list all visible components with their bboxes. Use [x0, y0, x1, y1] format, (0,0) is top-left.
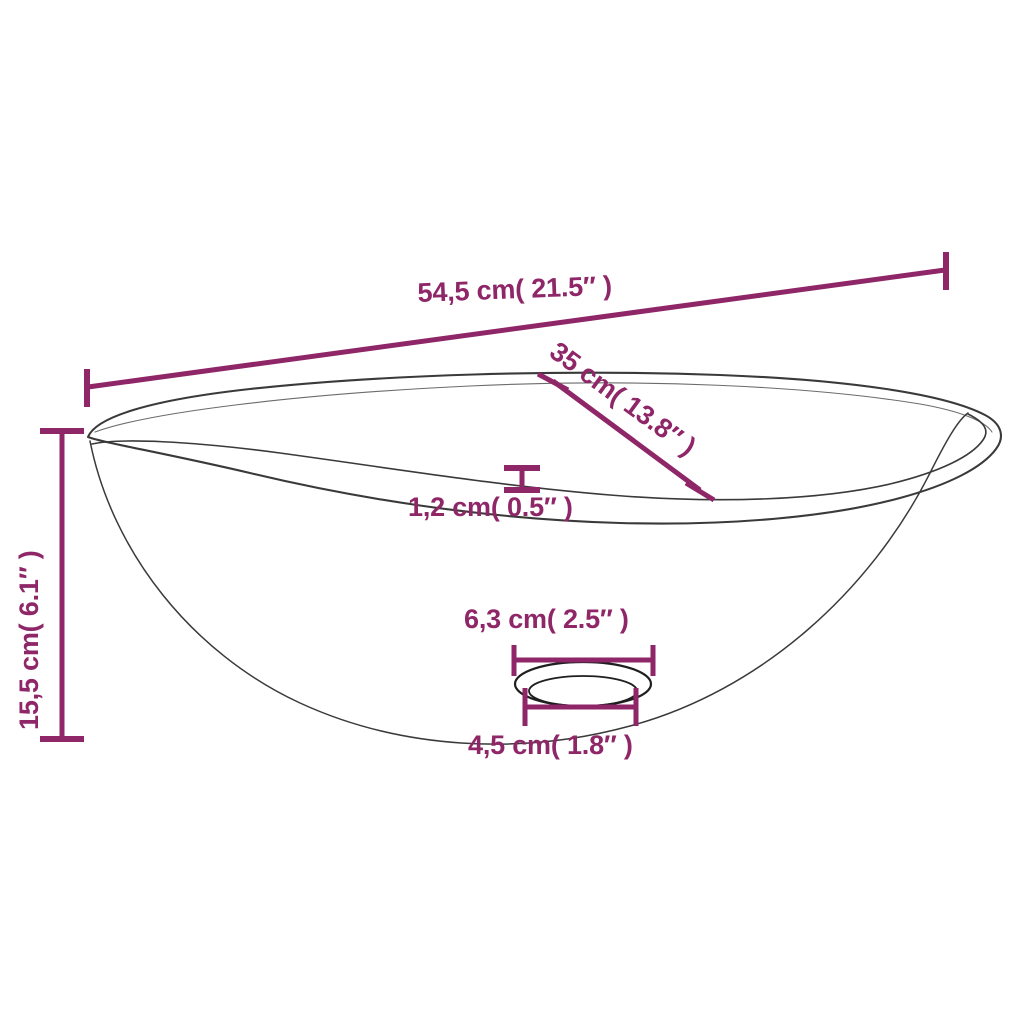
bowl-body: [89, 412, 969, 745]
dimension-label-drain-inner-diameter: 4,5 cm( 1.8″ ): [468, 730, 633, 760]
dim-height: [40, 428, 84, 742]
dim-diagonal-tick-top: [536, 371, 570, 393]
rim-highlight-line: [94, 382, 993, 433]
drain-inner-ring: [528, 675, 638, 707]
drain-group: [513, 660, 653, 708]
sink-outline-group: [86, 371, 1003, 745]
dimension-label-overall-height: 15,5 cm( 6.1″ ): [14, 550, 44, 730]
dim-drain-inner: [522, 688, 639, 726]
dim-thickness: [504, 465, 540, 493]
dim-diagonal-line: [551, 378, 702, 493]
dim-width: [84, 252, 949, 407]
dim-diagonal-tick-bottom: [684, 480, 716, 503]
dimension-label-drain-outer-diameter: 6,3 cm( 2.5″ ): [464, 604, 629, 634]
dim-diagonal: [536, 371, 716, 503]
rim-outer-edge: [86, 371, 1003, 525]
dimension-lines-group: [40, 252, 949, 742]
rim-inner-edge: [91, 413, 987, 501]
dimension-label-rim-thickness: 1,2 cm( 0.5″ ): [408, 492, 573, 522]
dim-drain-outer: [511, 645, 656, 676]
dim-width-line: [87, 267, 946, 390]
